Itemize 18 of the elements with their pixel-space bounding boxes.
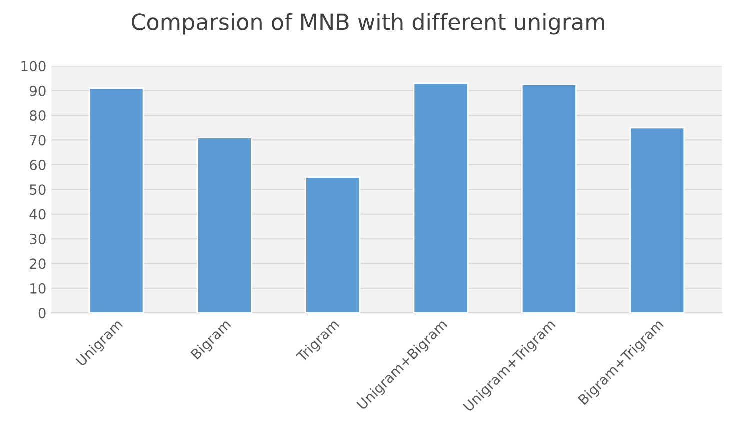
bar	[413, 82, 469, 314]
y-tick-label: 80	[30, 110, 46, 122]
bar	[630, 127, 686, 314]
bar	[521, 84, 577, 314]
bar	[196, 137, 252, 314]
y-tick-label: 20	[30, 258, 46, 270]
y-tick-label: 60	[30, 160, 46, 170]
chart-title: Comparsion of MNB with different unigram	[132, 13, 604, 35]
y-tick-label: 90	[30, 86, 46, 96]
y-tick-label: 40	[30, 209, 46, 220]
y-tick-label: 70	[30, 135, 46, 146]
y-tick-label: 10	[30, 283, 46, 294]
y-tick-label: 50	[30, 184, 46, 196]
y-tick-label: 0	[38, 308, 46, 319]
bar	[305, 176, 361, 314]
bar	[88, 88, 144, 314]
y-tick-label: 100	[22, 61, 46, 72]
y-tick-label: 30	[30, 234, 46, 244]
